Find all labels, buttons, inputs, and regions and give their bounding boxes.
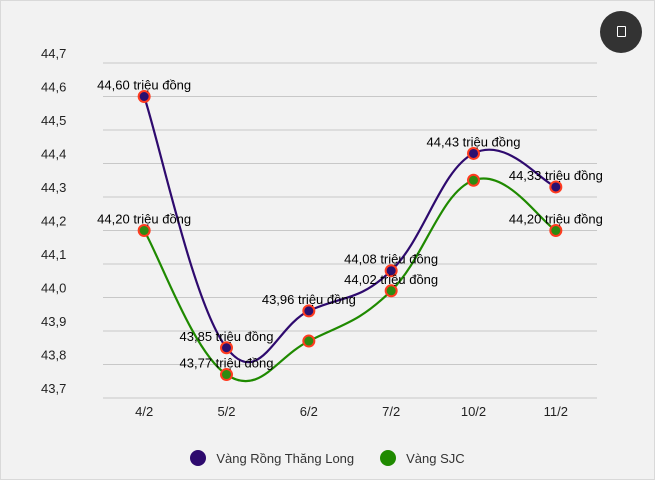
data-label: 43,77 triệu đồng <box>180 356 274 371</box>
y-tick-label: 43,9 <box>41 314 66 329</box>
legend-marker-sjc <box>380 450 397 466</box>
data-point[interactable] <box>384 284 398 298</box>
data-point[interactable] <box>220 368 233 382</box>
data-label: 43,85 triệu đồng <box>180 329 274 344</box>
data-labels: 44,60 triệu đồng 43,85 triệu đồng 43,96 tr… <box>97 78 603 371</box>
data-point[interactable] <box>549 180 563 194</box>
data-label: 44,33 triệu đồng <box>509 168 603 183</box>
y-tick-label: 44,7 <box>41 46 66 61</box>
y-tick-label: 43,8 <box>41 348 66 363</box>
y-tick-label: 44,6 <box>41 80 66 95</box>
data-point[interactable] <box>137 90 151 103</box>
x-axis: 4/2 5/2 6/2 7/2 10/2 11/2 <box>135 404 568 419</box>
data-label: 44,20 triệu đồng <box>509 212 603 227</box>
y-tick-label: 44,3 <box>41 180 66 195</box>
data-point[interactable] <box>302 304 316 318</box>
legend-item-sjc[interactable]: Vàng SJC <box>380 450 465 466</box>
data-point[interactable] <box>384 264 398 278</box>
grid-lines <box>103 62 597 399</box>
x-tick-label: 4/2 <box>135 404 153 419</box>
x-tick-label: 5/2 <box>217 404 235 419</box>
legend-label-sjc: Vàng SJC <box>406 450 465 466</box>
data-label: 44,20 triệu đồng <box>97 212 191 227</box>
legend: Vàng Rồng Thăng Long Vàng SJC <box>0 447 655 469</box>
y-tick-label: 44,1 <box>41 247 66 262</box>
data-point[interactable] <box>467 146 480 160</box>
chart-menu-button[interactable] <box>600 11 642 53</box>
x-tick-label: 10/2 <box>461 404 486 419</box>
data-point[interactable] <box>467 173 480 187</box>
series-layer <box>137 90 563 383</box>
y-axis: 43,7 43,8 43,9 44,0 44,1 44,2 44,3 44,4 44,5 44,6… <box>41 46 66 396</box>
data-point[interactable] <box>137 224 151 237</box>
y-tick-label: 44,4 <box>41 147 66 162</box>
legend-label-rong-thang-long: Vàng Rồng Thăng Long <box>216 450 355 466</box>
x-tick-label: 7/2 <box>382 404 400 419</box>
data-label: 43,96 triệu đồng <box>262 292 356 307</box>
y-tick-label: 44,5 <box>41 113 66 128</box>
data-point[interactable] <box>220 341 233 355</box>
y-tick-label: 43,7 <box>41 381 66 396</box>
y-tick-label: 44,2 <box>41 214 66 229</box>
data-point[interactable] <box>549 224 563 237</box>
context-menu-icon <box>617 26 626 37</box>
data-label: 44,02 triệu đồng <box>344 272 438 287</box>
legend-marker-rong-thang-long <box>190 450 207 466</box>
legend-item-rong-thang-long[interactable]: Vàng Rồng Thăng Long <box>190 450 354 466</box>
data-label: 44,43 triệu đồng <box>427 134 521 149</box>
data-label: 44,08 triệu đồng <box>344 252 438 267</box>
x-tick-label: 6/2 <box>300 404 318 419</box>
data-label: 44,60 triệu đồng <box>97 78 191 93</box>
data-point[interactable] <box>302 334 316 348</box>
x-tick-label: 11/2 <box>544 404 568 419</box>
y-tick-label: 44,0 <box>41 281 66 296</box>
